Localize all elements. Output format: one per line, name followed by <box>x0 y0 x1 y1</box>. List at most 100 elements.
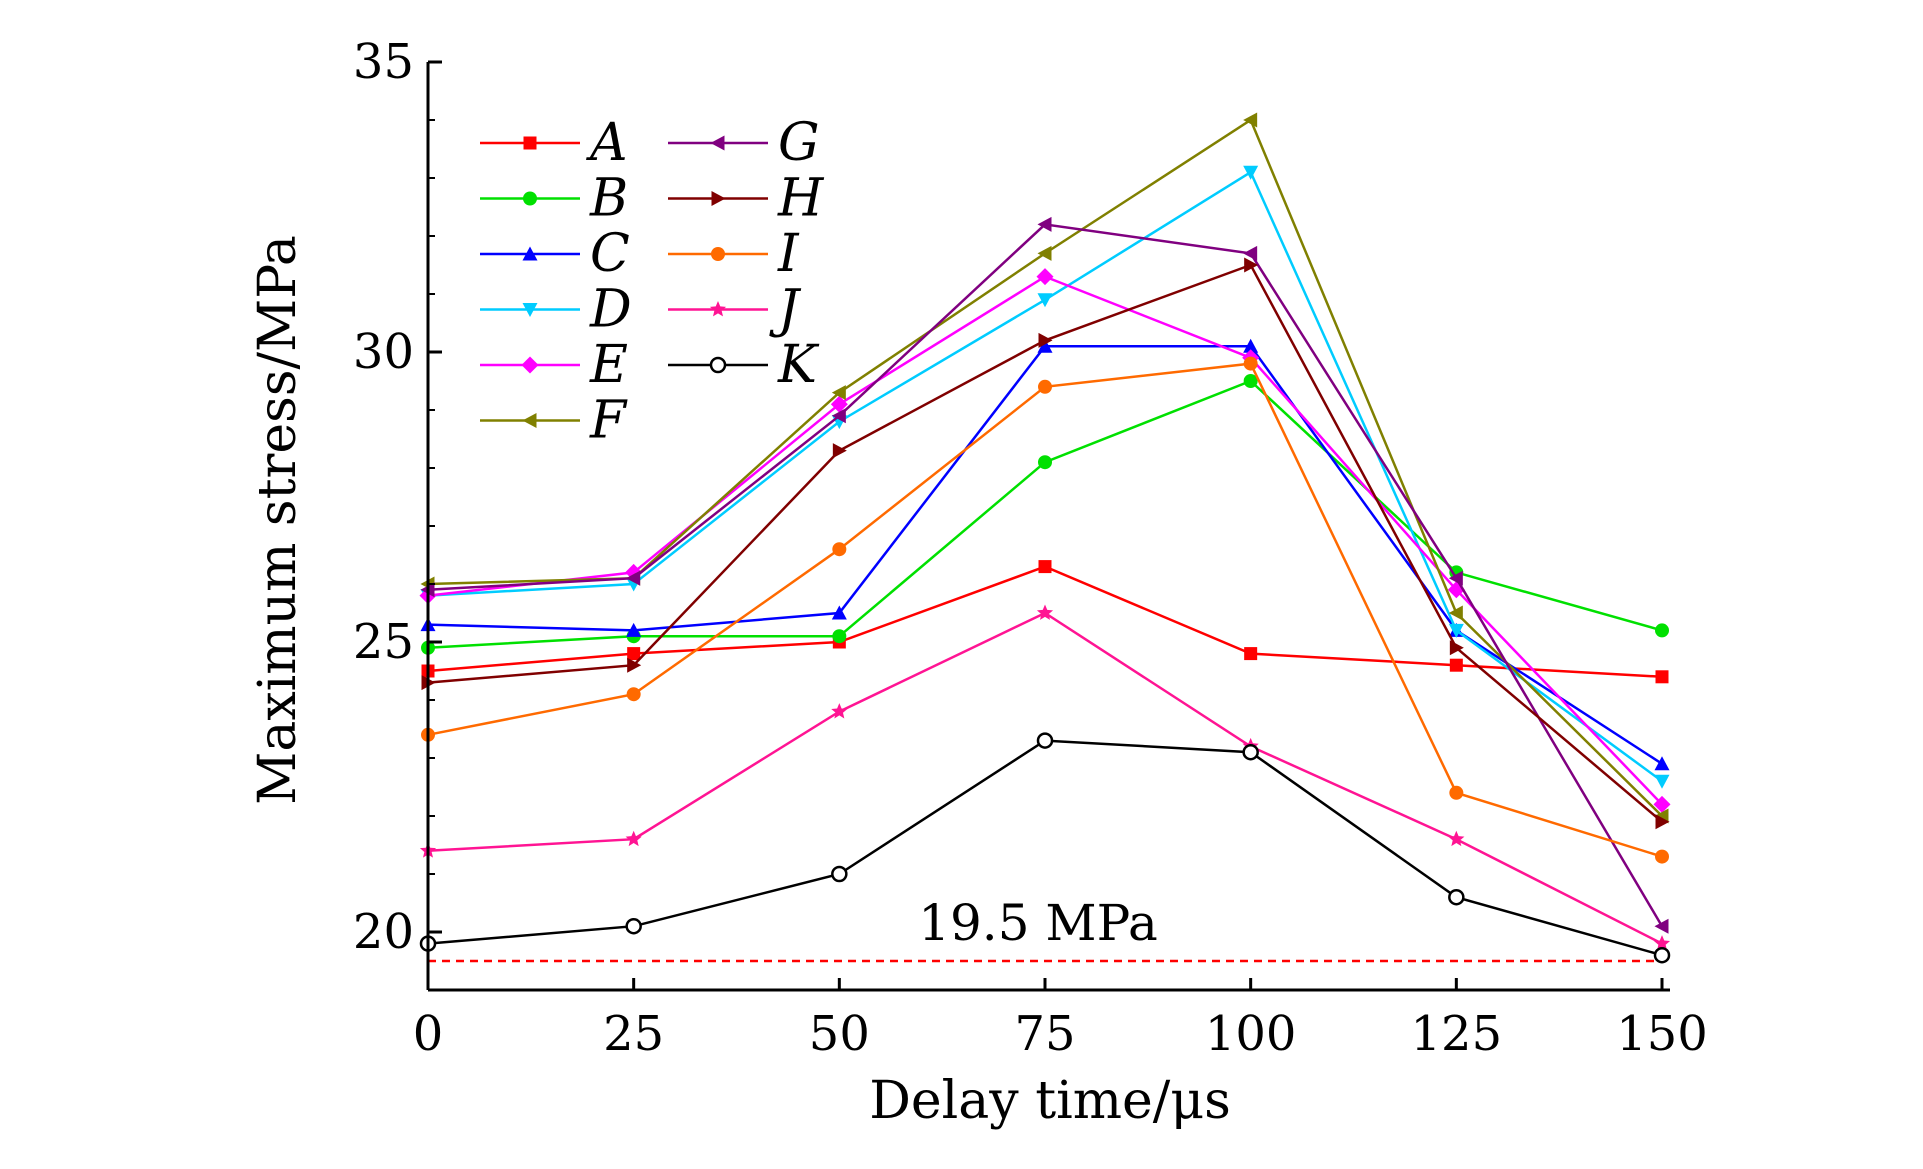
x-tick-label: 75 <box>1014 1006 1075 1062</box>
data-point-J <box>625 830 642 847</box>
data-point-D <box>1448 623 1464 638</box>
series-I <box>421 356 1669 864</box>
data-point-I <box>626 687 641 702</box>
y-axis-title: Maximum stress/MPa <box>248 235 308 805</box>
x-tick-label: 0 <box>413 1006 444 1062</box>
x-tick-label: 150 <box>1616 1006 1708 1062</box>
data-point-G <box>1654 918 1669 934</box>
series-group <box>419 112 1671 964</box>
data-point-I <box>1449 785 1464 800</box>
data-point-J <box>831 703 848 719</box>
data-point-J <box>1036 604 1054 620</box>
legend-label: D <box>589 280 632 340</box>
data-point-B <box>1243 374 1258 388</box>
data-point-B <box>1655 623 1669 638</box>
legend-item-H: H <box>668 169 825 229</box>
x-tick-label: 25 <box>603 1006 664 1062</box>
data-point-H <box>832 443 847 459</box>
legend-item-D: D <box>480 280 632 340</box>
legend-item-A: A <box>480 113 628 173</box>
data-point-K <box>1036 732 1054 749</box>
y-tick-label: 20 <box>353 904 414 960</box>
legend-label: H <box>777 169 825 229</box>
data-point-E <box>1653 795 1671 813</box>
ticks-group: 0 25 50 75 100 125 150 20 25 30 35 <box>353 34 1708 1062</box>
x-axis-title: Delay time/μs <box>869 1071 1231 1131</box>
data-point-F <box>1243 112 1258 128</box>
legend-marker <box>711 191 726 206</box>
legend-item-B: B <box>480 169 628 229</box>
series-line-A <box>427 565 1663 679</box>
legend-item-E: E <box>480 335 628 395</box>
data-point-K <box>1242 743 1259 761</box>
data-point-B <box>1038 455 1052 470</box>
legend-item-K: K <box>668 335 820 395</box>
data-point-G <box>1448 570 1463 586</box>
data-point-J <box>1653 935 1671 951</box>
data-point-F <box>1448 605 1463 621</box>
data-point-A <box>1244 647 1258 661</box>
data-point-C <box>626 622 642 637</box>
data-point-H <box>1244 257 1259 273</box>
data-point-D <box>1243 165 1259 180</box>
legend-label: G <box>778 113 820 173</box>
data-point-I <box>1655 849 1669 864</box>
reference-line-label: 19.5 MPa <box>918 894 1158 952</box>
data-point-C <box>831 605 847 620</box>
data-point-H <box>627 657 642 673</box>
y-tick-label: 30 <box>353 324 414 380</box>
data-point-F <box>1037 245 1052 261</box>
data-point-G <box>1037 216 1052 232</box>
data-point-K <box>1653 946 1671 964</box>
data-point-K <box>625 917 642 935</box>
y-tick-label: 35 <box>353 34 414 90</box>
data-point-A <box>1449 658 1463 672</box>
data-point-G <box>831 408 846 424</box>
x-tick-label: 100 <box>1205 1006 1297 1062</box>
legend-label: A <box>586 113 628 173</box>
y-tick-label: 25 <box>353 614 414 670</box>
legend-marker <box>711 247 725 261</box>
legend-marker <box>522 303 538 317</box>
legend-marker <box>522 246 538 261</box>
legend-label: J <box>769 280 802 340</box>
data-point-K <box>1448 888 1465 906</box>
data-point-I <box>832 542 847 557</box>
data-point-C <box>1037 338 1053 353</box>
legend-label: F <box>589 391 628 451</box>
series-H <box>421 257 1670 830</box>
x-tick-label: 125 <box>1411 1006 1503 1062</box>
legend-label: C <box>590 224 630 284</box>
legend-marker <box>521 356 539 374</box>
legend-item-I: I <box>668 224 800 284</box>
data-point-D <box>1037 293 1053 308</box>
data-point-I <box>1038 379 1052 394</box>
data-point-I <box>1243 356 1258 371</box>
data-point-F <box>831 385 846 401</box>
data-point-A <box>1038 560 1052 574</box>
data-point-E <box>830 395 848 413</box>
legend-label: K <box>777 335 820 395</box>
legend-label: B <box>589 169 628 229</box>
legend-item-F: F <box>480 391 628 451</box>
legend-marker <box>709 356 727 374</box>
legend-marker <box>709 301 727 317</box>
data-point-H <box>1038 332 1053 348</box>
data-point-H <box>1655 814 1670 830</box>
data-point-C <box>1243 338 1259 353</box>
legend-label: E <box>589 335 628 395</box>
legend-label: I <box>777 224 800 284</box>
data-point-K <box>831 865 848 883</box>
legend-item-J: J <box>668 280 802 340</box>
legend-marker <box>523 191 537 206</box>
data-point-A <box>627 647 641 661</box>
legend-item-C: C <box>480 224 630 284</box>
data-point-A <box>1655 670 1669 684</box>
series-J <box>419 604 1671 951</box>
data-point-G <box>626 570 641 586</box>
x-tick-label: 50 <box>809 1006 870 1062</box>
data-point-D <box>1654 774 1670 789</box>
legend-item-G: G <box>668 113 820 173</box>
